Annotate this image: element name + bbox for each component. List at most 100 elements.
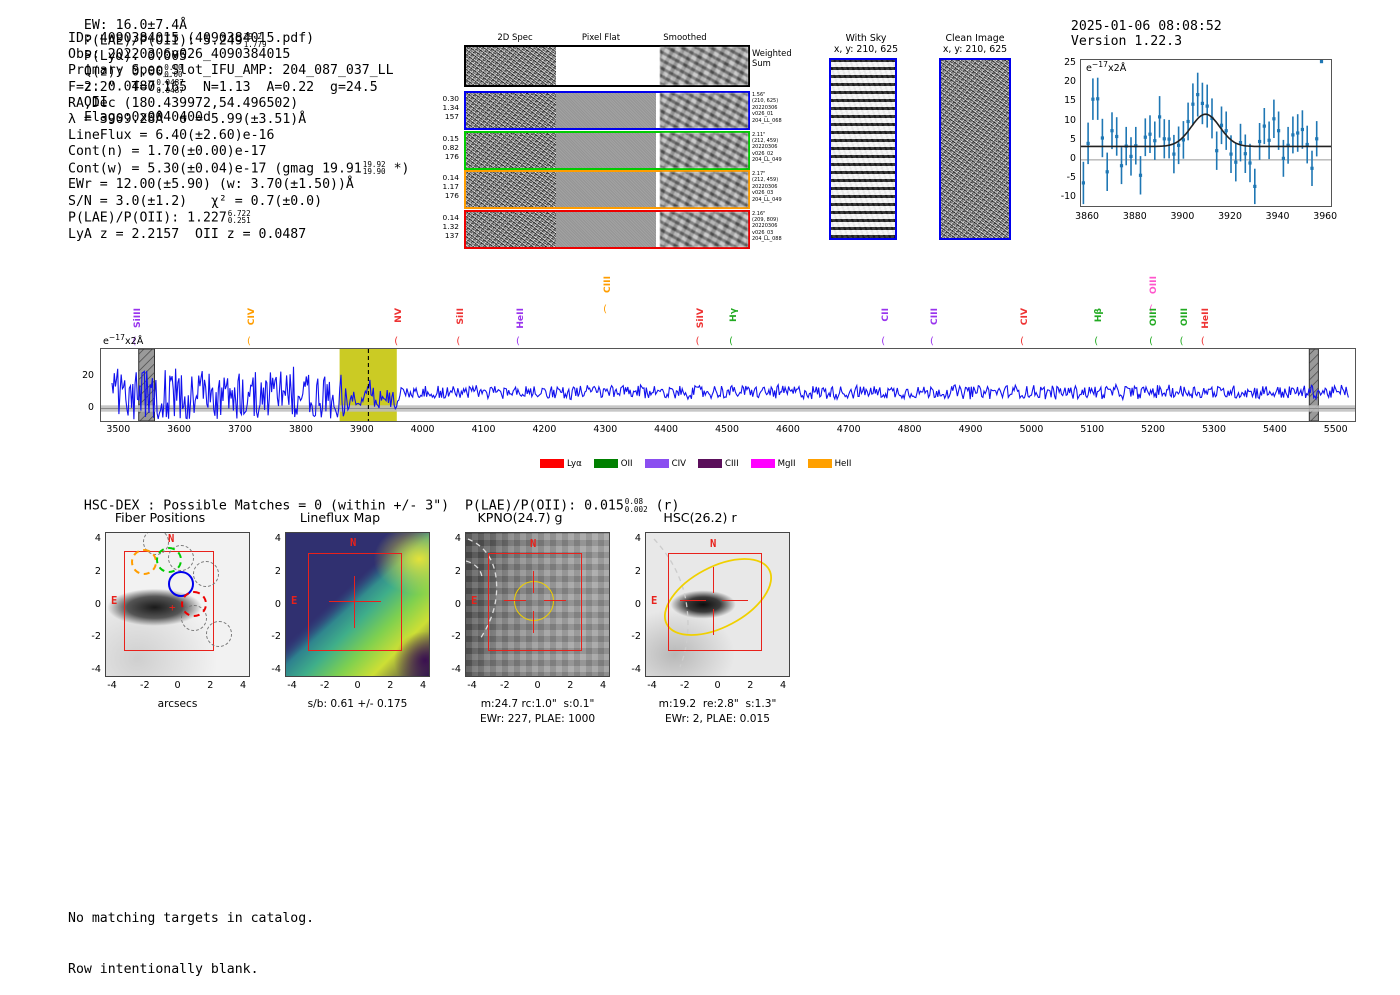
kpno-g-caption-1: m:24.7 rc:1.0" s:0.1" [480,698,595,710]
legend-swatch [540,459,564,468]
info-lambda: λ = 3909.28Å σ = 5.99(±3.51)Å [68,112,307,128]
full-spectrum-xtick: 5000 [1019,424,1044,435]
report-timestamp: 2025-01-06 08:08:52 [1070,19,1222,34]
lineflux-map-image: N E [285,532,430,677]
kpno-g-crosshair-h-right [544,600,566,602]
header-summary-line: EW: 16.0±7.4Å P(LAE)/P(OII): 5.24929.2 1.… [68,3,282,125]
cutout-xtick: 2 [387,680,394,691]
spec2d-title-smoothed: Smoothed [663,33,707,43]
report-version: Version 1.22.3 [1070,34,1183,49]
full-spectrum-xtick: 4200 [532,424,557,435]
plae-poii-header-range: 29.2 1.779 [243,32,267,49]
cutout-xtick: 4 [239,680,247,691]
cutout-kpno-g: KPNO(24.7) g N E -4 -2 0 2 4 4 2 0 -2 -4 m:24.7 r… [420,510,620,740]
full-spectrum-xtick: 5500 [1323,424,1348,435]
cutout-xtick: 0 [534,680,541,691]
spec2d-row-2-smoothed [660,132,748,168]
cutout-ytick: 0 [454,598,461,610]
fiber-positions-image: + N E [105,532,250,677]
spec2d-title-2dspec: 2D Spec [497,33,533,43]
info-id: ID: 4090384015 (4090384015.pdf) [68,31,315,46]
legend-label: CIV [671,458,687,469]
legend-item-CIV: CIV [644,453,698,472]
line-fit-xtick: 3940 [1265,211,1290,222]
spec2d-row-1-pixelflat [556,93,656,128]
cutout-xtick: 4 [779,680,787,691]
emission-line-marker: ( [881,336,886,347]
info-lineflux: LineFlux = 6.40(±2.60)e-16 [68,128,275,144]
spec2d-title-pixelflat: Pixel Flat [581,33,621,43]
spec2d-row-4-stats: 0.14 1.32 137 [442,212,459,240]
line-fit-ytick: 0 [1070,152,1076,164]
cutout-fiber-positions: Fiber Positions + N E -4 -2 0 2 4 4 2 0 -2 -4 arc… [60,510,260,730]
emission-line-marker: ( [603,304,607,315]
spec2d-weighted-2dspec-image [466,47,556,85]
info-obs: Obs: 20220306v026_4090384015 [68,47,291,63]
emission-line-label-SiIII: SiIII [131,308,143,329]
hsc-r-east-label: E [651,595,658,607]
emission-line-label-HeII: HeII [1199,308,1211,329]
kpno-g-caption-2: EWr: 227, PLAE: 1000 [479,713,596,725]
info-plae-range: 6.722 0.251 [227,208,251,226]
legend-item-Ly: Lyα [540,453,594,472]
full-spectrum-xtick: 4500 [715,424,739,435]
spec2d-row-3-pixelflat [556,172,656,207]
spec2d-row-3-2dspec [466,172,556,207]
clean-image-subtitle: x, y: 210, 625 [942,44,1008,55]
emission-line-label-H: Hγ [728,308,740,322]
cutout-xtick: -2 [500,680,510,691]
cutout-ytick: 2 [454,565,461,577]
full-spectrum-xtick: 4600 [775,424,800,435]
lineflux-map-overlay [286,533,429,676]
spec2d-row-4-2dspec [466,211,556,247]
full-spectrum-xtick: 3600 [167,424,192,435]
legend-item-OII: OII [593,453,645,472]
clean-image-image [939,58,1011,240]
spec2d-weighted-sum-label: Weighted Sum [752,48,792,68]
full-spectrum-xtick: 4100 [471,424,496,435]
emission-line-label-SiIV: SiIV [694,308,706,329]
hsc-r-ifu-rect [668,553,762,651]
fiber-positions-xlabel: arcsecs [157,698,198,710]
emission-line-marker: ( [1094,336,1099,347]
line-fit-ytick: 15 [1064,95,1076,107]
emission-line-marker: ( [695,336,700,347]
cutout-ytick: 4 [274,533,281,544]
legend-label: OII [620,458,633,469]
full-spectrum-xtick: 3700 [228,424,252,435]
spec2d-row-4-meta: 2.16" (209, 809) 20220306 v026_03 204_LL_088 [752,210,782,243]
cutout-xtick: -2 [140,680,150,691]
hsc-r-north-label: N [710,538,717,550]
spec2d-row-2 [464,130,750,170]
legend-label: CIII [725,458,739,469]
line-fit-ytick: 5 [1070,133,1076,145]
cutout-ytick: -4 [631,664,641,675]
full-spectrum-xtick: 5300 [1202,424,1226,435]
cutout-xtick: -4 [647,680,657,691]
lineflux-map-north-label: N [350,537,357,549]
spec2d-row-1-2dspec [466,93,556,128]
cutout-xtick: 4 [419,680,427,691]
cutout-ytick: -2 [631,631,641,643]
ew-value: EW: 16.0±7.4Å [83,18,188,33]
spec2d-weighted-sum-row [464,45,750,87]
emission-line-label-OIII: OIII [1148,308,1160,327]
cutout-xtick: 2 [567,680,574,691]
hsc-r-crosshair-h-left [680,600,706,602]
info-cont-n: Cont(n) = 1.70(±0.00)e-17 [68,144,267,160]
with-sky-panel: With Sky x, y: 210, 625 [820,33,912,240]
emission-line-label-SiII: SiII [455,308,467,325]
hsc-r-caption-2: EWr: 2, PLAE: 0.015 [664,713,770,725]
legend-swatch [593,459,618,468]
info-plae: P(LAE)/P(OII): 1.2276.722 0.251 [68,210,409,227]
cutout-ytick: -4 [271,664,281,675]
legend-item-CIII: CIII [698,453,751,472]
qz-value: Q(z): 0.00 [83,64,164,80]
cutout-xtick: -4 [467,680,477,691]
hsc-r-crosshair-v-top [713,567,715,593]
with-sky-title: With Sky [845,33,887,44]
spec2d-row-1-meta: 1.56" (210, 625) 20220306 v026_01 204_LL_068 [752,92,782,124]
line-fit-xtick: 3920 [1218,211,1242,222]
footer-line-1: No matching targets in catalog. [68,911,315,926]
emission-line-label-CII: CII [880,308,892,322]
